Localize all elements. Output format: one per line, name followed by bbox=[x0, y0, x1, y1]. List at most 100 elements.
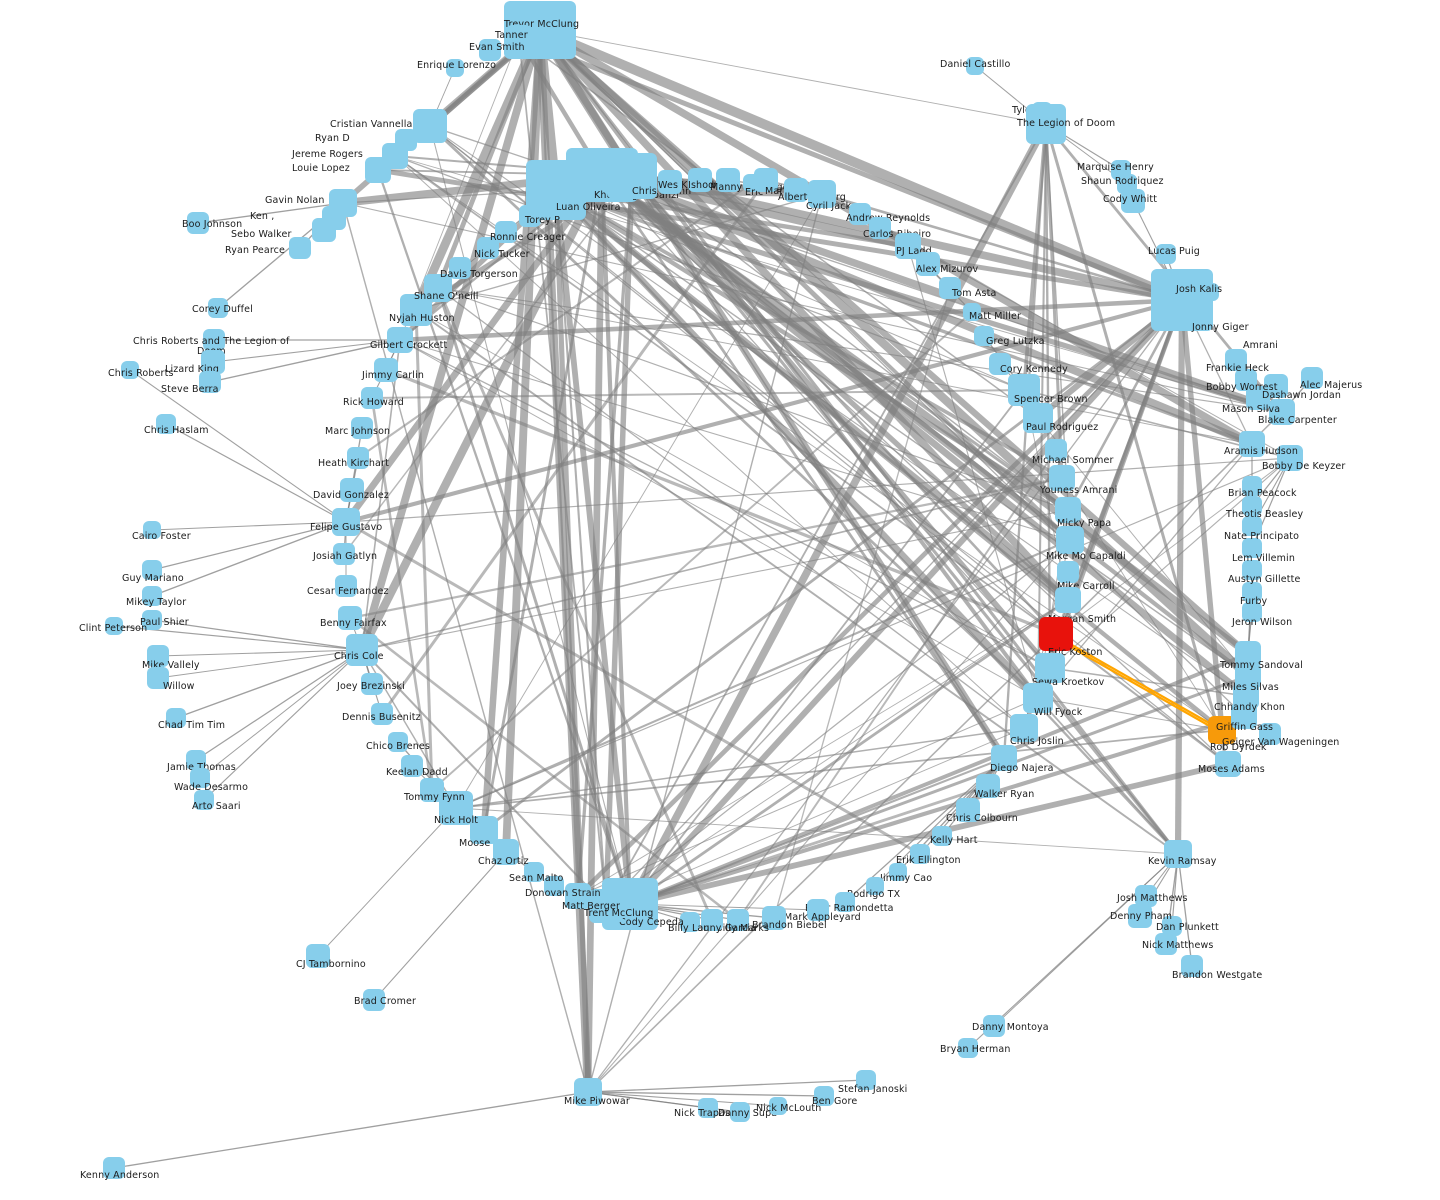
graph-node[interactable] bbox=[340, 478, 364, 502]
graph-node[interactable] bbox=[910, 844, 930, 864]
graph-node[interactable] bbox=[688, 168, 712, 192]
graph-node[interactable] bbox=[1055, 497, 1081, 523]
graph-node[interactable] bbox=[1151, 269, 1213, 331]
graph-node[interactable] bbox=[1277, 445, 1303, 471]
graph-node[interactable] bbox=[956, 798, 980, 822]
graph-node[interactable] bbox=[361, 387, 383, 409]
graph-node[interactable] bbox=[1215, 751, 1241, 777]
graph-node[interactable] bbox=[208, 298, 228, 318]
graph-node[interactable] bbox=[1242, 538, 1262, 558]
graph-node[interactable] bbox=[762, 906, 786, 930]
graph-node[interactable] bbox=[449, 257, 471, 279]
graph-node[interactable] bbox=[1242, 560, 1262, 580]
graph-node[interactable] bbox=[727, 909, 749, 931]
graph-node[interactable] bbox=[194, 790, 214, 810]
graph-node[interactable] bbox=[1264, 374, 1288, 398]
graph-node[interactable] bbox=[477, 237, 499, 259]
graph-node[interactable] bbox=[1023, 683, 1053, 713]
graph-node[interactable] bbox=[1235, 369, 1257, 391]
graph-node[interactable] bbox=[869, 217, 891, 239]
graph-node[interactable] bbox=[958, 1038, 978, 1058]
graph-node[interactable] bbox=[939, 277, 961, 299]
graph-node[interactable] bbox=[346, 634, 378, 666]
graph-node[interactable] bbox=[103, 1157, 125, 1179]
graph-node[interactable] bbox=[333, 543, 355, 565]
graph-node[interactable] bbox=[589, 889, 623, 923]
graph-node[interactable] bbox=[807, 899, 829, 921]
graph-node[interactable] bbox=[156, 414, 176, 434]
graph-node[interactable] bbox=[1045, 439, 1067, 461]
graph-node[interactable] bbox=[335, 575, 357, 597]
graph-node[interactable] bbox=[754, 168, 778, 192]
graph-node[interactable] bbox=[784, 178, 808, 202]
graph-node[interactable] bbox=[1235, 663, 1261, 689]
graph-node[interactable] bbox=[1026, 104, 1066, 144]
graph-node[interactable] bbox=[808, 180, 836, 208]
graph-node[interactable] bbox=[361, 673, 383, 695]
graph-node[interactable] bbox=[506, 25, 532, 51]
graph-node[interactable] bbox=[565, 883, 591, 909]
graph-node[interactable] bbox=[1035, 653, 1065, 683]
graph-node[interactable] bbox=[420, 778, 444, 802]
graph-node[interactable] bbox=[730, 1102, 750, 1122]
graph-node[interactable] bbox=[289, 237, 311, 259]
graph-node[interactable] bbox=[1235, 641, 1261, 667]
graph-node[interactable] bbox=[493, 839, 519, 865]
graph-node[interactable] bbox=[1128, 904, 1152, 928]
graph-node[interactable] bbox=[142, 560, 162, 580]
graph-node[interactable] bbox=[1225, 349, 1247, 371]
graph-node[interactable] bbox=[495, 221, 517, 243]
graph-node[interactable] bbox=[147, 645, 169, 667]
graph-node[interactable] bbox=[835, 892, 855, 912]
graph-node[interactable] bbox=[371, 703, 393, 725]
graph-node[interactable] bbox=[187, 212, 209, 234]
graph-node[interactable] bbox=[856, 1070, 876, 1090]
graph-node[interactable] bbox=[387, 327, 413, 353]
graph-node[interactable] bbox=[607, 153, 657, 199]
graph-node[interactable] bbox=[1135, 885, 1157, 907]
graph-node[interactable] bbox=[143, 521, 161, 539]
graph-node[interactable] bbox=[424, 274, 452, 302]
graph-node[interactable] bbox=[680, 912, 700, 932]
graph-node[interactable] bbox=[121, 361, 139, 379]
graph-node[interactable] bbox=[347, 447, 369, 469]
graph-node[interactable] bbox=[866, 877, 884, 895]
graph-node[interactable] bbox=[698, 1098, 718, 1118]
graph-node[interactable] bbox=[989, 353, 1011, 375]
graph-node[interactable] bbox=[1242, 496, 1262, 516]
graph-node[interactable] bbox=[105, 617, 123, 635]
graph-node[interactable] bbox=[966, 57, 984, 75]
graph-node[interactable] bbox=[351, 417, 373, 439]
graph-node[interactable] bbox=[1239, 431, 1265, 457]
graph-node[interactable] bbox=[1010, 714, 1038, 742]
graph-node[interactable] bbox=[203, 329, 225, 351]
graph-node[interactable] bbox=[519, 205, 541, 227]
graph-node[interactable] bbox=[1269, 399, 1295, 425]
graph-node[interactable] bbox=[1055, 587, 1081, 613]
graph-node[interactable] bbox=[716, 168, 740, 192]
graph-node[interactable] bbox=[306, 944, 330, 968]
graph-node[interactable] bbox=[166, 708, 186, 728]
graph-node[interactable] bbox=[479, 39, 501, 61]
graph-node[interactable] bbox=[974, 326, 994, 346]
graph-node[interactable] bbox=[574, 1078, 602, 1106]
graph-node[interactable] bbox=[1039, 617, 1073, 651]
graph-node[interactable] bbox=[814, 1086, 834, 1106]
graph-node[interactable] bbox=[916, 252, 940, 276]
graph-node[interactable] bbox=[1259, 723, 1281, 745]
graph-node[interactable] bbox=[1164, 840, 1192, 868]
graph-node[interactable] bbox=[365, 157, 391, 183]
graph-node[interactable] bbox=[1056, 526, 1084, 554]
graph-node[interactable] bbox=[388, 732, 408, 752]
graph-node[interactable] bbox=[363, 989, 385, 1011]
graph-node[interactable] bbox=[201, 350, 225, 374]
graph-node[interactable] bbox=[446, 59, 464, 77]
graph-node[interactable] bbox=[1049, 465, 1075, 491]
graph-node[interactable] bbox=[142, 610, 162, 630]
graph-node[interactable] bbox=[1155, 933, 1177, 955]
graph-node[interactable] bbox=[332, 508, 360, 536]
graph-node[interactable] bbox=[976, 774, 1000, 798]
graph-node[interactable] bbox=[544, 876, 564, 896]
graph-node[interactable] bbox=[1301, 367, 1323, 389]
graph-node[interactable] bbox=[1008, 374, 1040, 406]
